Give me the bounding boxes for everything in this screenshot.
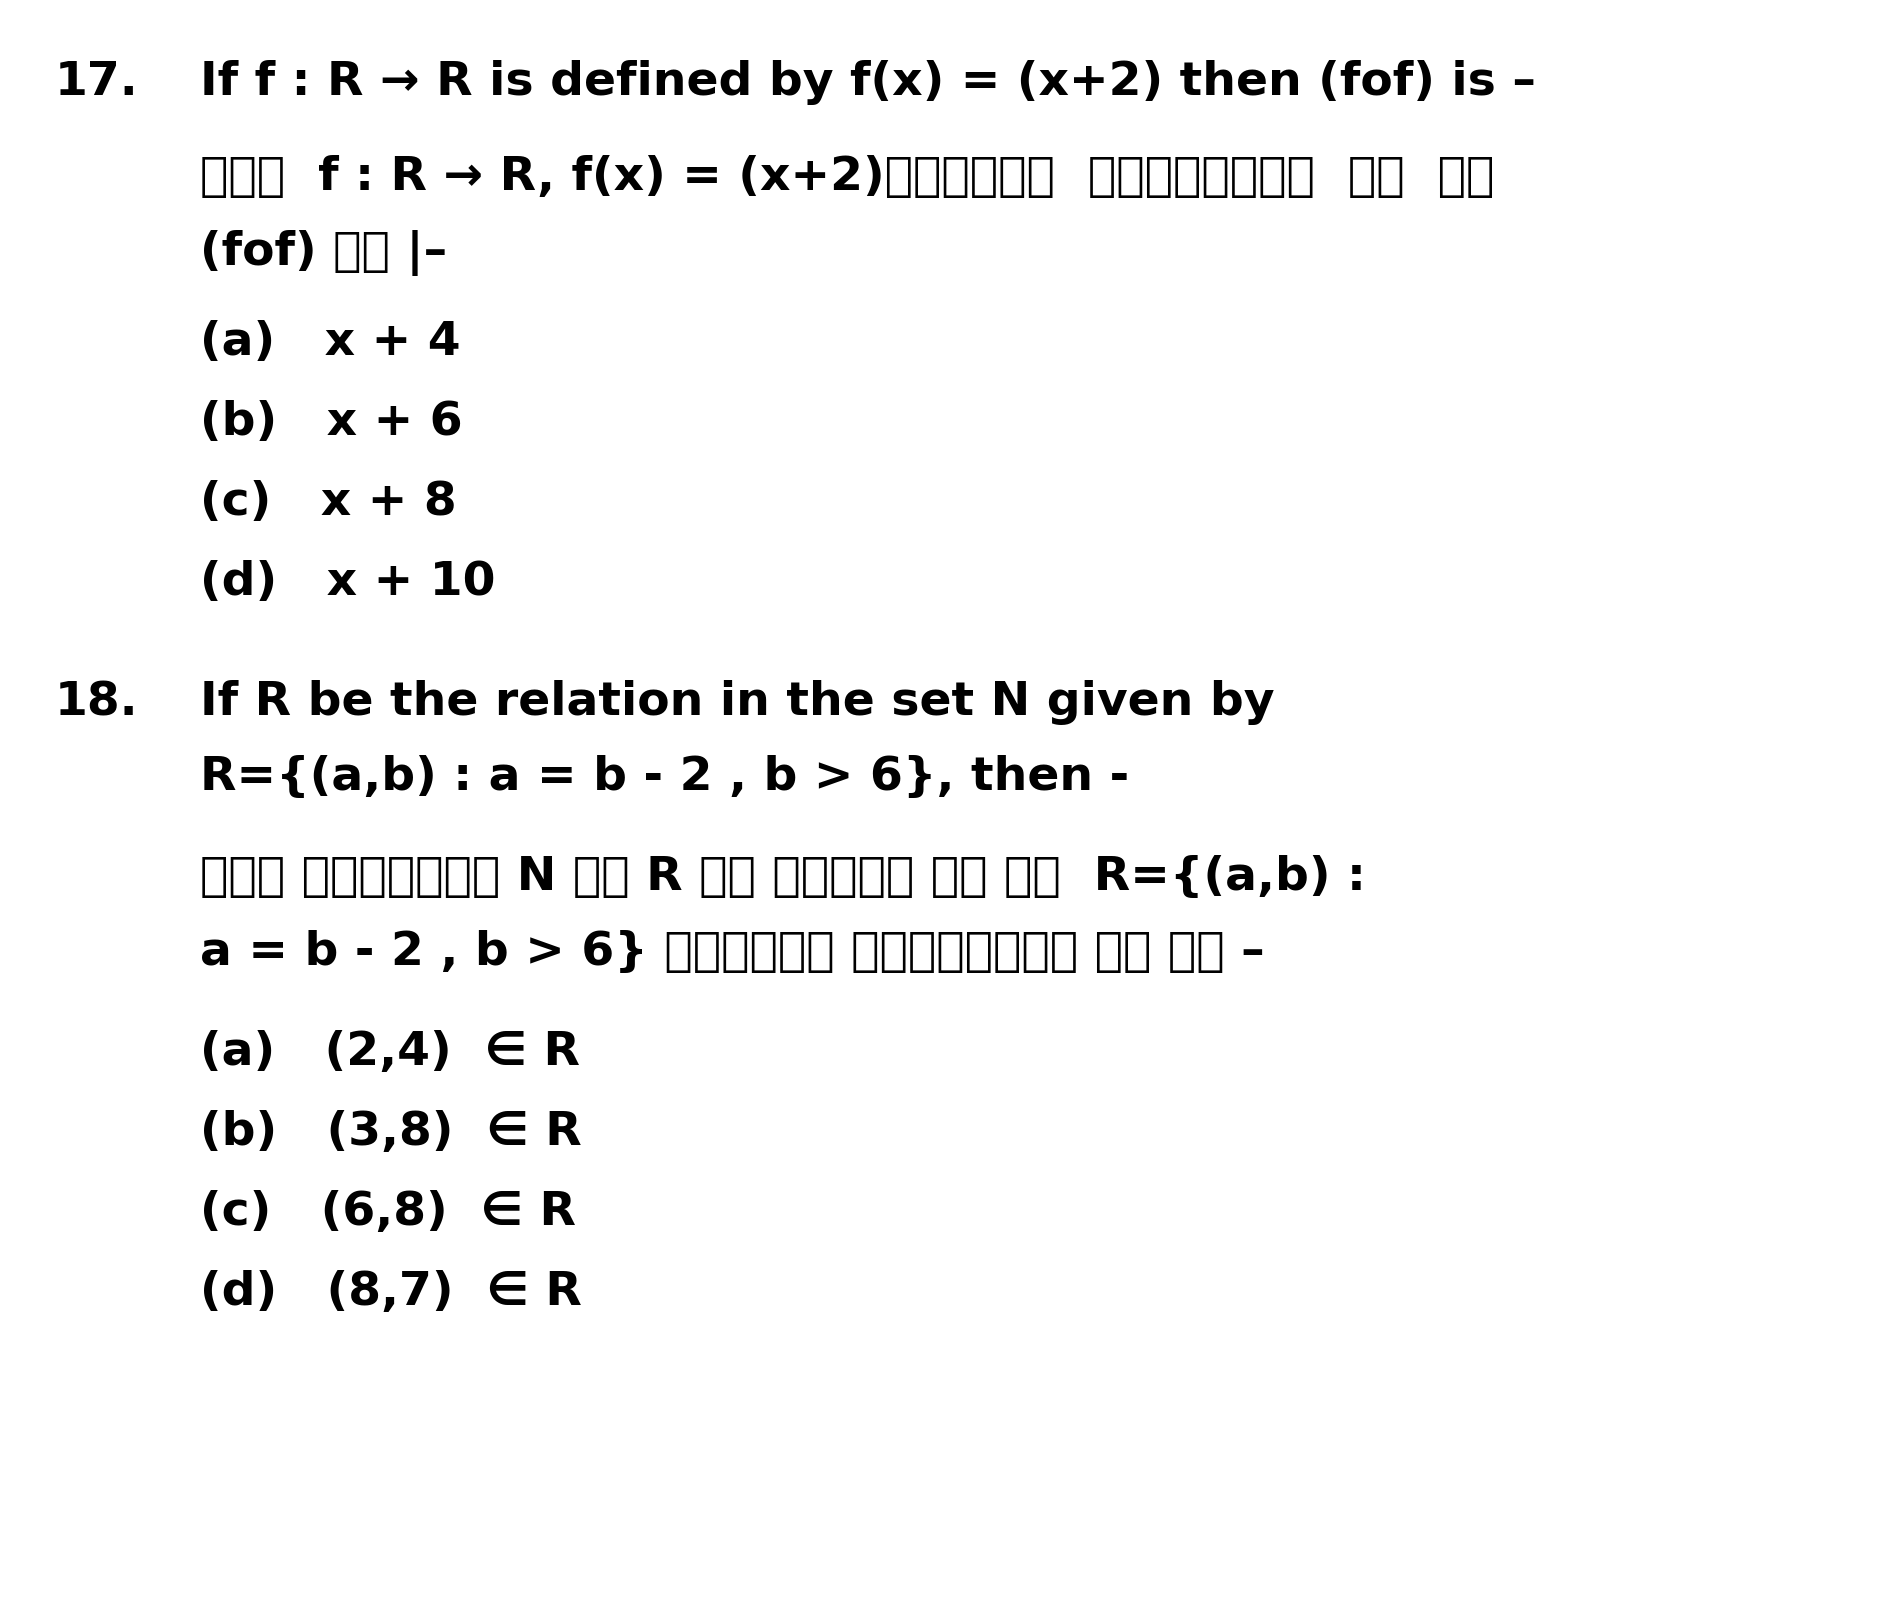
Text: (a)   x + 4: (a) x + 4 [199, 320, 460, 365]
Text: (d)   (8,7)  ∈ R: (d) (8,7) ∈ R [199, 1270, 582, 1315]
Text: 18.: 18. [54, 679, 139, 724]
Text: (c)   x + 8: (c) x + 8 [199, 480, 457, 525]
Text: 17.: 17. [54, 60, 139, 105]
Text: If f : R → R is defined by f(x) = (x+2) then (fof) is –: If f : R → R is defined by f(x) = (x+2) … [199, 60, 1535, 105]
Text: (b)   x + 6: (b) x + 6 [199, 399, 462, 444]
Text: If R be the relation in the set N given by: If R be the relation in the set N given … [199, 679, 1274, 724]
Text: (d)   x + 10: (d) x + 10 [199, 560, 496, 605]
Text: (c)   (6,8)  ∈ R: (c) (6,8) ∈ R [199, 1190, 577, 1235]
Text: (b)   (3,8)  ∈ R: (b) (3,8) ∈ R [199, 1109, 582, 1154]
Text: (a)   (2,4)  ∈ R: (a) (2,4) ∈ R [199, 1030, 581, 1075]
Text: a = b - 2 , b > 6} द्वारा परिभाषित है तो –: a = b - 2 , b > 6} द्वारा परिभाषित है तो… [199, 931, 1265, 976]
Text: यदि  f : R → R, f(x) = (x+2)द्वारा  परिभाषित  है  तो: यदि f : R → R, f(x) = (x+2)द्वारा परिभाष… [199, 155, 1494, 200]
Text: R={(a,b) : a = b - 2 , b > 6}, then -: R={(a,b) : a = b - 2 , b > 6}, then - [199, 755, 1129, 800]
Text: (fof) है |–: (fof) है |– [199, 230, 447, 275]
Text: यदि समुच्चय N पर R एक संबंध है जो  R={(a,b) :: यदि समुच्चय N पर R एक संबंध है जो R={(a,… [199, 855, 1366, 900]
